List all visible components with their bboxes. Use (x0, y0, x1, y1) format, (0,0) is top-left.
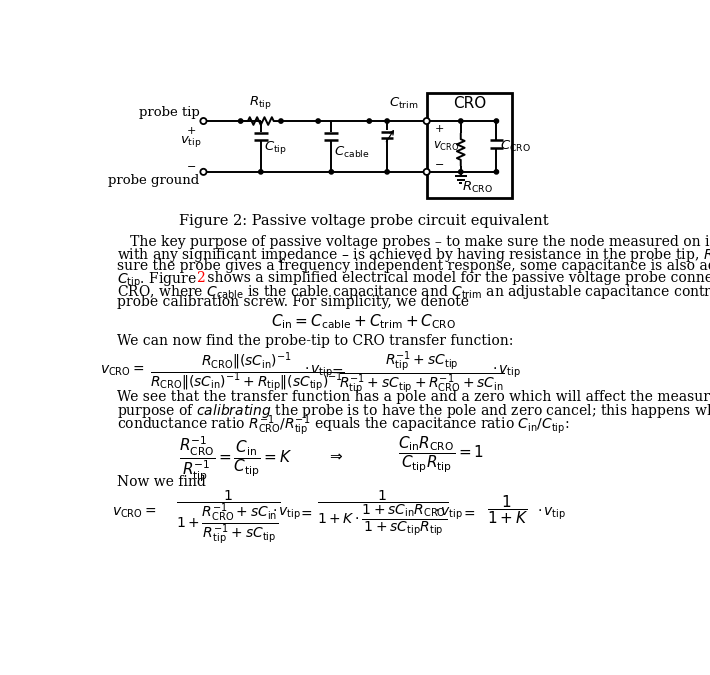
Text: $C_\mathrm{cable}$: $C_\mathrm{cable}$ (334, 145, 369, 160)
Text: $=$: $=$ (461, 506, 476, 520)
Text: We see that the transfer function has a pole and a zero which will affect the me: We see that the transfer function has a … (116, 389, 710, 404)
Text: $C_\mathrm{trim}$: $C_\mathrm{trim}$ (388, 96, 418, 111)
Circle shape (367, 119, 371, 124)
Text: $\Rightarrow$: $\Rightarrow$ (327, 449, 344, 462)
Circle shape (424, 118, 430, 124)
Text: $\cdot\, v_\mathrm{tip}$: $\cdot\, v_\mathrm{tip}$ (434, 506, 463, 522)
Text: $=$: $=$ (329, 364, 344, 377)
Circle shape (385, 119, 389, 124)
Text: probe calibration screw. For simplicity, we denote: probe calibration screw. For simplicity,… (116, 295, 469, 308)
Text: with any significant impedance – is achieved by having resistance in the probe t: with any significant impedance – is achi… (116, 247, 710, 266)
Text: +: + (186, 126, 196, 136)
Text: $-$: $-$ (435, 158, 444, 167)
Text: $v_\mathrm{CRO}$: $v_\mathrm{CRO}$ (433, 140, 459, 153)
Text: $=$: $=$ (298, 506, 313, 520)
Text: $v_\mathrm{CRO} =$: $v_\mathrm{CRO} =$ (100, 364, 145, 378)
Circle shape (459, 119, 463, 124)
Text: The key purpose of passive voltage probes – to make sure the node measured on is: The key purpose of passive voltage probe… (116, 235, 710, 249)
Text: sure the probe gives a frequency independent response, some capacitance is also : sure the probe gives a frequency indepen… (116, 259, 710, 273)
Text: $\dfrac{R_\mathrm{CRO}^{-1}}{R_\mathrm{tip}^{-1}} = \dfrac{C_\mathrm{in}}{C_\mat: $\dfrac{R_\mathrm{CRO}^{-1}}{R_\mathrm{t… (179, 435, 293, 484)
Circle shape (424, 169, 430, 175)
Circle shape (459, 169, 463, 174)
Text: Now we find: Now we find (116, 475, 205, 489)
Text: probe ground: probe ground (109, 174, 200, 187)
Circle shape (316, 119, 320, 124)
Text: $\dfrac{1}{1+K\cdot\dfrac{1+sC_\mathrm{in}R_\mathrm{CRO}}{1+sC_\mathrm{tip}R_\ma: $\dfrac{1}{1+K\cdot\dfrac{1+sC_\mathrm{i… (317, 489, 449, 538)
Text: $\dfrac{1}{1+K}$: $\dfrac{1}{1+K}$ (486, 493, 528, 526)
Text: probe tip: probe tip (139, 106, 200, 119)
Text: $\dfrac{1}{1+\dfrac{R_\mathrm{CRO}^{-1}+sC_\mathrm{in}}{R_\mathrm{tip}^{-1}+sC_\: $\dfrac{1}{1+\dfrac{R_\mathrm{CRO}^{-1}+… (176, 489, 280, 547)
Text: 2: 2 (197, 271, 205, 285)
Text: +: + (435, 124, 444, 134)
Text: $\cdot\, v_\mathrm{tip}$: $\cdot\, v_\mathrm{tip}$ (304, 364, 333, 380)
Text: $\cdot\, v_\mathrm{tip}$: $\cdot\, v_\mathrm{tip}$ (492, 364, 521, 380)
Circle shape (279, 119, 283, 124)
Text: Figure 2: Passive voltage probe circuit equivalent: Figure 2: Passive voltage probe circuit … (179, 214, 549, 228)
Text: $\dfrac{R_\mathrm{tip}^{-1}+sC_\mathrm{tip}}{R_\mathrm{tip}^{-1}+sC_\mathrm{tip}: $\dfrac{R_\mathrm{tip}^{-1}+sC_\mathrm{t… (339, 350, 505, 398)
Text: conductance ratio $R_\mathrm{CRO}^{-1}/R_\mathrm{tip}^{-1}$ equals the capacitan: conductance ratio $R_\mathrm{CRO}^{-1}/R… (116, 414, 569, 438)
Text: $-$: $-$ (185, 159, 196, 169)
Bar (427, 93, 512, 198)
Circle shape (494, 169, 498, 174)
Text: $v_\mathrm{tip}$: $v_\mathrm{tip}$ (180, 134, 201, 149)
Text: CRO: CRO (453, 96, 486, 111)
Circle shape (385, 169, 389, 174)
Text: purpose of $\mathit{calibrating}$ the probe is to have the pole and zero cancel;: purpose of $\mathit{calibrating}$ the pr… (116, 402, 710, 420)
Circle shape (329, 169, 334, 174)
Text: $C_\mathrm{tip}$: $C_\mathrm{tip}$ (264, 140, 287, 157)
Text: $R_\mathrm{tip}$: $R_\mathrm{tip}$ (249, 94, 272, 111)
Text: $C_\mathrm{CRO}$: $C_\mathrm{CRO}$ (500, 139, 530, 154)
Circle shape (494, 119, 498, 124)
Text: $\cdot\, v_\mathrm{tip}$: $\cdot\, v_\mathrm{tip}$ (537, 506, 566, 522)
Text: $\dfrac{C_\mathrm{in}R_\mathrm{CRO}}{C_\mathrm{tip}R_\mathrm{tip}} = 1$: $\dfrac{C_\mathrm{in}R_\mathrm{CRO}}{C_\… (398, 435, 484, 475)
Text: $C_\mathrm{tip}$. Figure: $C_\mathrm{tip}$. Figure (116, 271, 197, 290)
Circle shape (200, 169, 207, 175)
Text: shows a simplified electrical model for the passive voltage probe connected to a: shows a simplified electrical model for … (202, 271, 710, 285)
Circle shape (258, 169, 263, 174)
Text: $R_\mathrm{CRO}$: $R_\mathrm{CRO}$ (462, 180, 493, 194)
Text: $C_\mathrm{in} = C_\mathrm{cable} + C_\mathrm{trim} + C_\mathrm{CRO}$: $C_\mathrm{in} = C_\mathrm{cable} + C_\m… (271, 313, 457, 331)
Circle shape (239, 119, 243, 124)
Circle shape (200, 118, 207, 124)
Text: We can now find the probe-tip to CRO transfer function:: We can now find the probe-tip to CRO tra… (116, 334, 513, 348)
Text: $v_\mathrm{CRO} =$: $v_\mathrm{CRO} =$ (112, 506, 157, 520)
Text: CRO, where $C_\mathrm{cable}$ is the cable capacitance and $C_\mathrm{trim}$ an : CRO, where $C_\mathrm{cable}$ is the cab… (116, 283, 710, 301)
Text: $\dfrac{R_\mathrm{CRO}\|(sC_\mathrm{in})^{-1}}{R_\mathrm{CRO}\|(sC_\mathrm{in})^: $\dfrac{R_\mathrm{CRO}\|(sC_\mathrm{in})… (151, 350, 345, 394)
Text: $\cdot\, v_\mathrm{tip}$: $\cdot\, v_\mathrm{tip}$ (272, 506, 301, 522)
